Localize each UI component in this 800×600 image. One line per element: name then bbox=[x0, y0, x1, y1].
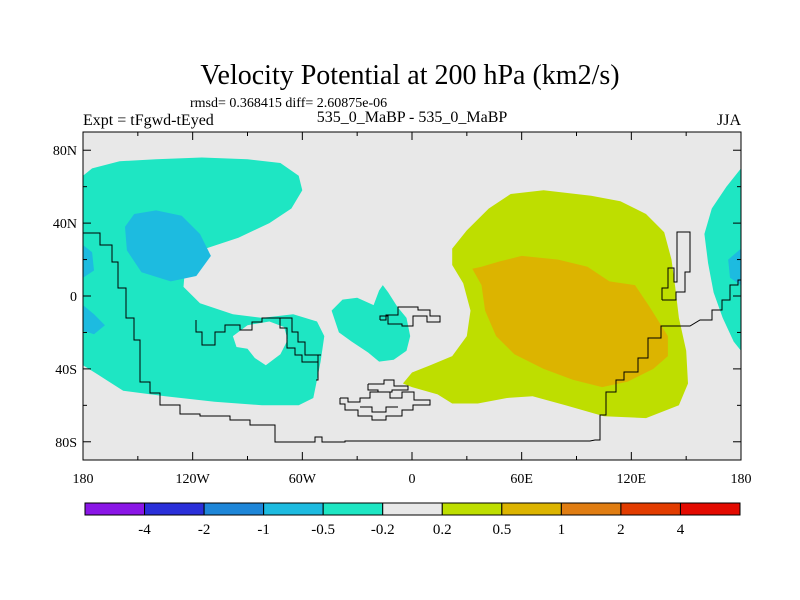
colorbar-swatch bbox=[322, 502, 384, 516]
x-tick-label: 120E bbox=[617, 472, 647, 487]
colorbar-label: -2 bbox=[198, 522, 211, 538]
y-tick-label: 40N bbox=[53, 217, 77, 232]
x-tick-label: 60W bbox=[289, 472, 317, 487]
colorbar-swatch bbox=[441, 502, 503, 516]
colorbar-label: 1 bbox=[558, 522, 566, 538]
colorbar-swatch bbox=[203, 502, 265, 516]
region-blue-patch-northwest bbox=[125, 210, 211, 282]
colorbar-label: 0.5 bbox=[492, 522, 511, 538]
colorbar-label: -1 bbox=[257, 522, 270, 538]
colorbar-swatch bbox=[501, 502, 562, 516]
colorbar-swatch bbox=[382, 502, 443, 516]
colorbar-label: 0.2 bbox=[433, 522, 452, 538]
region-blue-patch-east bbox=[728, 248, 741, 286]
colorbar-label: -0.2 bbox=[371, 522, 395, 538]
colorbar-swatch bbox=[84, 502, 146, 516]
y-tick-label: 80N bbox=[53, 144, 77, 159]
case-label: 535_0_MaBP - 535_0_MaBP bbox=[317, 109, 508, 126]
season-label: JJA bbox=[717, 112, 741, 129]
map-area: 180 120W 60W 0 60E 120E 180 80N 40N 0 40S 80S bbox=[53, 131, 752, 487]
region-blue-patch-westedge bbox=[83, 245, 94, 278]
colorbar-label: -0.5 bbox=[311, 522, 335, 538]
x-tick-label: 0 bbox=[409, 472, 416, 487]
colorbar-swatch bbox=[144, 502, 205, 516]
x-tick-label: 180 bbox=[731, 472, 752, 487]
x-tick-label: 180 bbox=[73, 472, 94, 487]
y-tick-label: 40S bbox=[55, 363, 77, 378]
chart-title: Velocity Potential at 200 hPa (km2/s) bbox=[200, 60, 619, 91]
region-orange-east bbox=[472, 255, 668, 388]
colorbar-swatch bbox=[263, 502, 324, 516]
y-tick-label: 80S bbox=[55, 436, 77, 451]
colorbar-swatch bbox=[620, 502, 681, 516]
stats-label: rmsd= 0.368415 diff= 2.60875e-06 bbox=[190, 96, 387, 111]
x-tick-label: 120W bbox=[176, 472, 211, 487]
y-tick-label: 0 bbox=[70, 290, 77, 305]
region-blue-patch-westedge-south bbox=[83, 305, 105, 335]
colorbar: -4 -2 -1 -0.5 -0.2 0.2 0.5 1 2 4 bbox=[84, 502, 741, 538]
region-teal-east bbox=[704, 168, 741, 351]
experiment-label: Expt = tFgwd-tEyed bbox=[83, 112, 214, 129]
colorbar-swatch bbox=[679, 502, 741, 516]
region-gray-hole-southwest bbox=[232, 321, 288, 366]
coastline bbox=[83, 231, 741, 443]
x-tick-label: 60E bbox=[510, 472, 533, 487]
colorbar-label: 2 bbox=[617, 522, 625, 538]
colorbar-label: 4 bbox=[677, 522, 685, 538]
region-teal-central bbox=[331, 285, 411, 362]
colorbar-swatch bbox=[560, 502, 622, 516]
colorbar-label: -4 bbox=[138, 522, 151, 538]
